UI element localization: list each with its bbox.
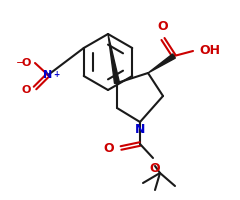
Text: OH: OH — [199, 45, 220, 58]
Text: +: + — [53, 70, 59, 79]
Text: −: − — [16, 58, 25, 68]
Text: O: O — [22, 58, 31, 68]
Text: O: O — [150, 162, 160, 175]
Polygon shape — [148, 54, 175, 73]
Text: N: N — [135, 123, 145, 136]
Text: N: N — [43, 70, 53, 80]
Text: O: O — [22, 85, 31, 95]
Text: O: O — [158, 20, 168, 33]
Polygon shape — [108, 34, 120, 83]
Text: O: O — [103, 142, 114, 154]
